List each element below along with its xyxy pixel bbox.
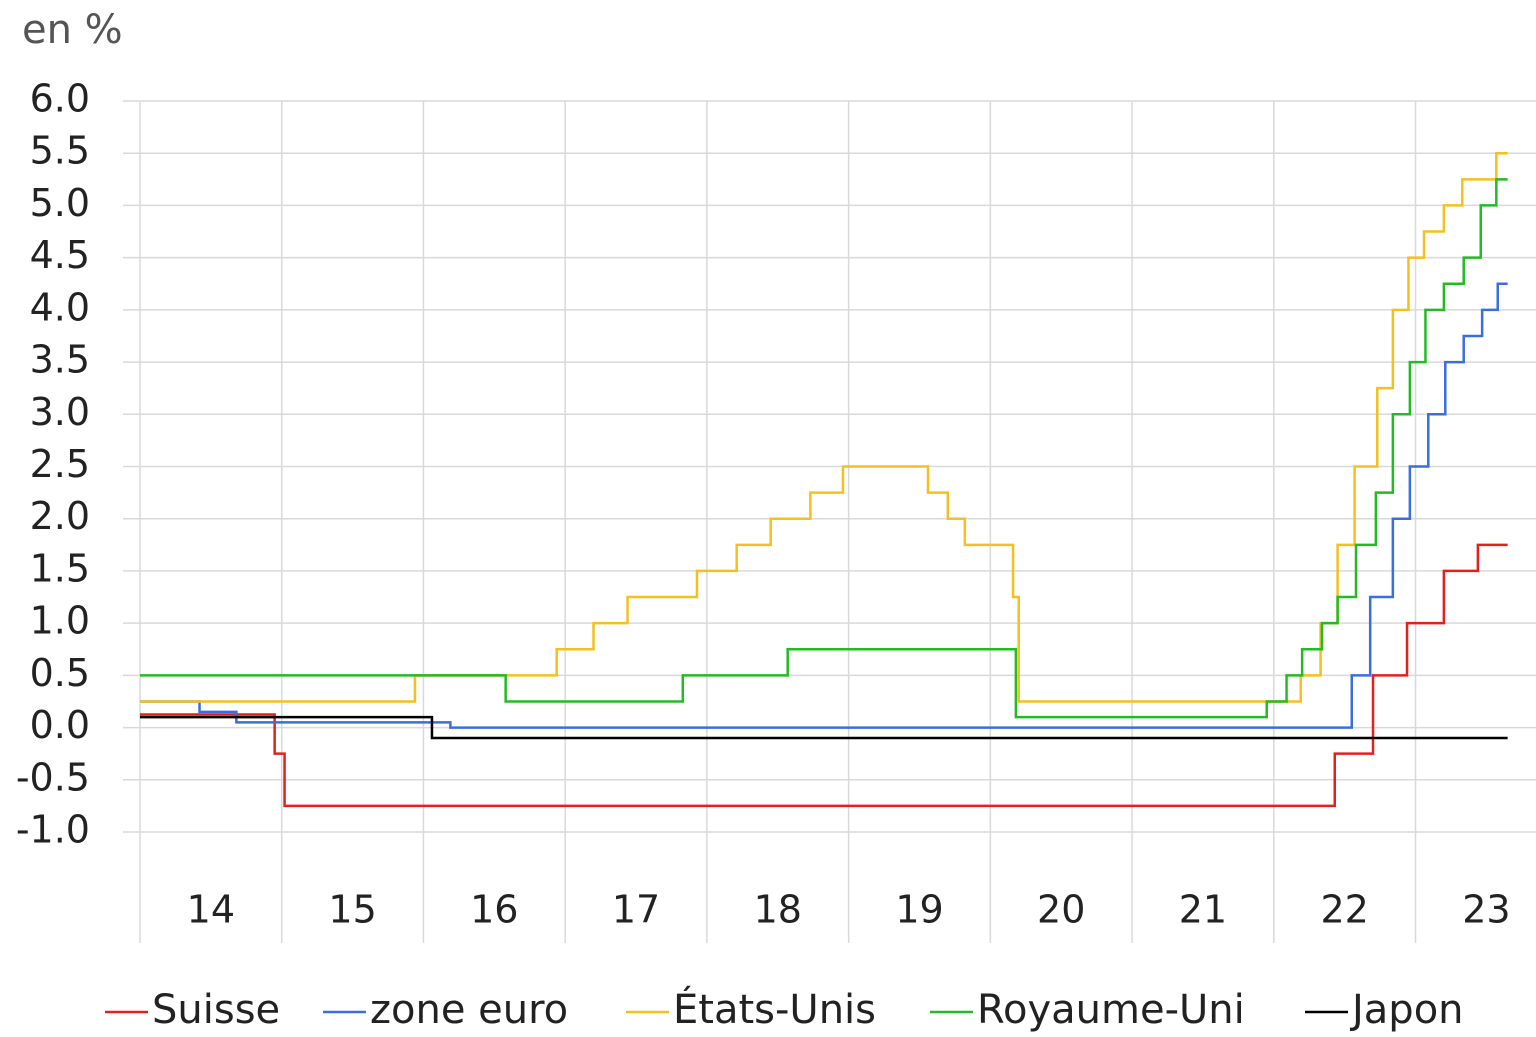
y-tick-label: 1.5 bbox=[30, 546, 90, 590]
x-tick-label: 15 bbox=[328, 888, 376, 932]
series-line bbox=[140, 543, 1508, 808]
x-tick-label: 21 bbox=[1179, 888, 1227, 932]
y-tick-label: 3.0 bbox=[30, 390, 90, 434]
x-tick-label: 23 bbox=[1462, 888, 1510, 932]
x-tick-label: 16 bbox=[470, 888, 518, 932]
legend-label: Suisse bbox=[152, 987, 280, 1033]
y-tick-label: 4.0 bbox=[30, 285, 90, 329]
legend-label: Royaume-Uni bbox=[977, 987, 1245, 1033]
legend-label: États-Unis bbox=[673, 985, 876, 1033]
y-tick-label: 0.0 bbox=[30, 703, 90, 747]
legend-label: Japon bbox=[1349, 987, 1464, 1033]
x-tick-label: 19 bbox=[895, 888, 943, 932]
y-tick-label: 5.0 bbox=[30, 181, 90, 225]
y-tick-label: 2.5 bbox=[30, 442, 90, 486]
y-tick-label: -0.5 bbox=[16, 755, 90, 799]
series-line bbox=[140, 282, 1508, 729]
x-tick-label: 18 bbox=[754, 888, 802, 932]
chart-title: en % bbox=[22, 7, 123, 53]
series-line bbox=[140, 715, 1508, 740]
y-tick-label: 0.5 bbox=[30, 651, 90, 695]
y-tick-label: 1.0 bbox=[30, 599, 90, 643]
x-tick-label: 20 bbox=[1037, 888, 1085, 932]
y-tick-label: 2.0 bbox=[30, 494, 90, 538]
y-tick-label: 6.0 bbox=[30, 77, 90, 121]
legend-label: zone euro bbox=[370, 987, 568, 1033]
x-tick-label: 22 bbox=[1320, 888, 1368, 932]
y-tick-label: 4.5 bbox=[30, 233, 90, 277]
x-tick-label: 14 bbox=[187, 888, 235, 932]
y-tick-label: 3.5 bbox=[30, 338, 90, 382]
series-line bbox=[140, 151, 1508, 703]
y-tick-label: -1.0 bbox=[16, 808, 90, 852]
x-tick-label: 17 bbox=[612, 888, 660, 932]
series-line bbox=[140, 178, 1508, 719]
y-tick-label: 5.5 bbox=[30, 129, 90, 173]
